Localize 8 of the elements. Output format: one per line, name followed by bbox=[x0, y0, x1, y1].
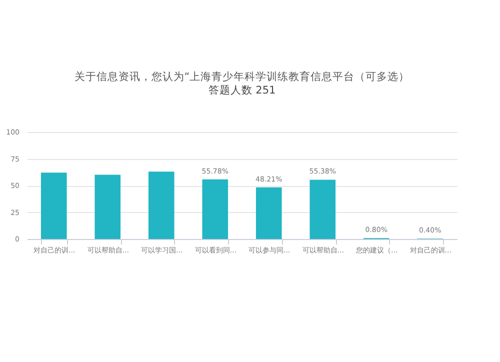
bar bbox=[256, 187, 282, 239]
bar bbox=[310, 180, 336, 239]
bar bbox=[148, 172, 174, 239]
chart-subtitle: 答题人数 251 bbox=[208, 84, 276, 96]
bar bbox=[40, 172, 67, 239]
chart-title: 关于信息资讯，您认为“上海青少年科学训练教育信息平台（可多选） bbox=[74, 70, 410, 83]
bar bbox=[94, 174, 121, 239]
bar bbox=[202, 179, 228, 239]
